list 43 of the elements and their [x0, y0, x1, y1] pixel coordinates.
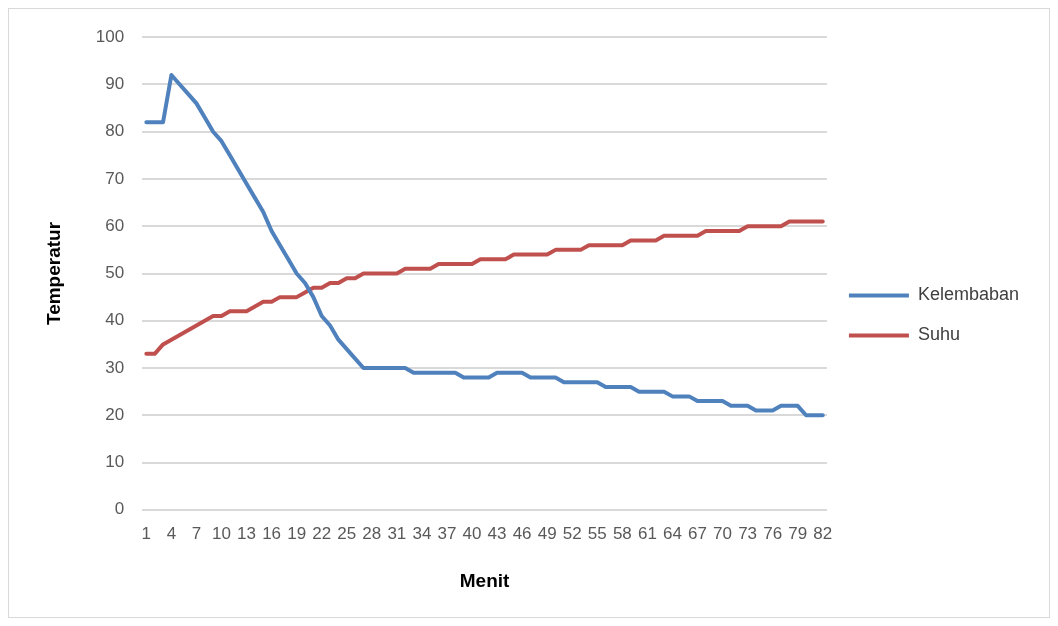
x-axis-title: Menit [459, 569, 511, 591]
x-tick-label: 1 [141, 523, 152, 543]
legend-label: Suhu [917, 324, 960, 345]
x-tick-label: 25 [337, 523, 357, 543]
y-tick-label: 30 [105, 357, 125, 377]
legend-label: Kelembaban [917, 284, 1019, 305]
y-tick-label: 50 [105, 263, 125, 283]
x-tick-label: 79 [788, 523, 808, 543]
y-axis-title: Temperatur [42, 221, 64, 326]
x-tick-label: 10 [212, 523, 231, 543]
y-tick-label: 20 [105, 404, 125, 424]
x-tick-label: 19 [287, 523, 307, 543]
x-tick-label: 64 [662, 523, 682, 543]
y-tick-label: 70 [105, 168, 125, 188]
y-tick-label: 80 [105, 121, 125, 141]
y-tick-label: 100 [95, 26, 125, 46]
x-tick-label: 34 [412, 523, 432, 543]
x-tick-label: 73 [738, 523, 758, 543]
x-tick-label: 31 [387, 523, 407, 543]
x-tick-label: 76 [763, 523, 783, 543]
x-tick-label: 28 [362, 523, 382, 543]
x-tick-label: 82 [813, 523, 833, 543]
x-tick-label: 52 [562, 523, 582, 543]
y-tick-label: 10 [105, 452, 125, 472]
x-tick-label: 16 [262, 523, 282, 543]
y-tick-label: 90 [105, 74, 125, 94]
x-tick-label: 7 [191, 523, 202, 543]
x-tick-label: 70 [713, 523, 732, 543]
x-tick-label: 43 [487, 523, 507, 543]
y-tick-label: 40 [105, 310, 125, 330]
x-tick-label: 22 [312, 523, 332, 543]
x-tick-label: 37 [437, 523, 457, 543]
y-tick-label: 0 [114, 499, 125, 519]
x-tick-label: 13 [237, 523, 257, 543]
x-tick-label: 40 [462, 523, 482, 543]
x-tick-label: 49 [537, 523, 557, 543]
x-tick-label: 58 [612, 523, 632, 543]
x-tick-label: 67 [688, 523, 707, 543]
x-tick-label: 55 [587, 523, 607, 543]
x-tick-label: 4 [166, 523, 177, 543]
x-tick-label: 61 [637, 523, 657, 543]
x-tick-label: 46 [512, 523, 532, 543]
y-tick-label: 60 [105, 215, 125, 235]
